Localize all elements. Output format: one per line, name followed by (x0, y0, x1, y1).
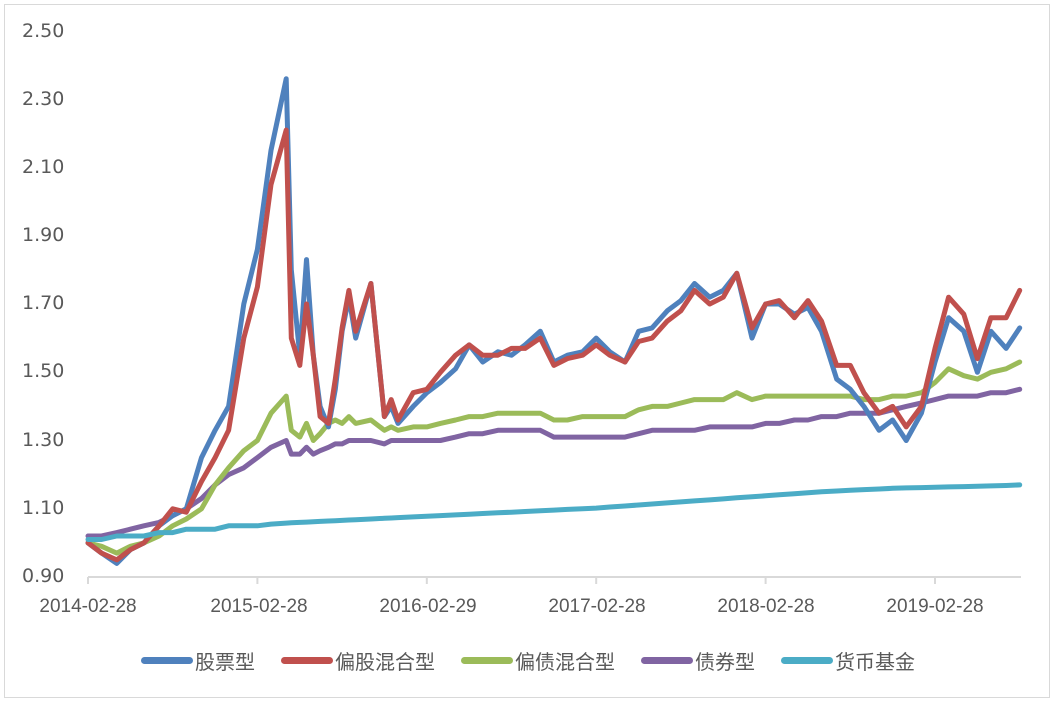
x-tick-label: 2014-02-28 (39, 596, 137, 617)
legend-swatch-icon (641, 657, 693, 664)
y-tick-label: 1.30 (22, 429, 65, 451)
legend-item-stock[interactable]: 股票型 (141, 646, 255, 675)
legend-label: 偏债混合型 (515, 650, 615, 674)
x-axis (87, 576, 1021, 584)
legend-label: 偏股混合型 (335, 650, 435, 674)
x-tick-label: 2018-02-28 (717, 596, 815, 617)
legend-swatch-icon (781, 657, 833, 664)
series-line (85, 76, 1023, 566)
legend-swatch-icon (281, 657, 333, 664)
legend-swatch-icon (461, 657, 513, 664)
x-tick-label: 2017-02-28 (548, 596, 646, 617)
y-tick-label: 0.90 (22, 565, 65, 587)
legend-label: 股票型 (195, 650, 255, 674)
chart-frame (4, 4, 1050, 698)
legend-label: 货币基金 (835, 650, 915, 674)
y-tick-label: 2.30 (22, 88, 65, 110)
legend-item-bond[interactable]: 债券型 (641, 646, 755, 675)
legend-swatch-icon (141, 657, 193, 664)
legend: 股票型 偏股混合型 偏债混合型 债券型 货币基金 (0, 646, 1056, 675)
series-line (85, 127, 1023, 563)
series-lines (85, 76, 1023, 566)
x-tick-label: 2015-02-28 (210, 596, 308, 617)
legend-item-bond-hybrid[interactable]: 偏债混合型 (461, 646, 615, 675)
x-tick-label: 2019-02-28 (886, 596, 984, 617)
y-tick-label: 1.50 (22, 360, 65, 382)
series-line (85, 482, 1023, 542)
y-tick-label: 1.70 (22, 292, 65, 314)
legend-label: 债券型 (695, 650, 755, 674)
legend-item-equity-hybrid[interactable]: 偏股混合型 (281, 646, 435, 675)
series-line (85, 386, 1023, 539)
y-tick-label: 1.90 (22, 224, 65, 246)
y-tick-label: 1.10 (22, 497, 65, 519)
y-tick-label: 2.50 (22, 20, 65, 42)
y-tick-label: 2.10 (22, 156, 65, 178)
x-tick-label: 2016-02-29 (379, 596, 477, 617)
series-line (85, 359, 1023, 556)
legend-item-money-market[interactable]: 货币基金 (781, 646, 915, 675)
